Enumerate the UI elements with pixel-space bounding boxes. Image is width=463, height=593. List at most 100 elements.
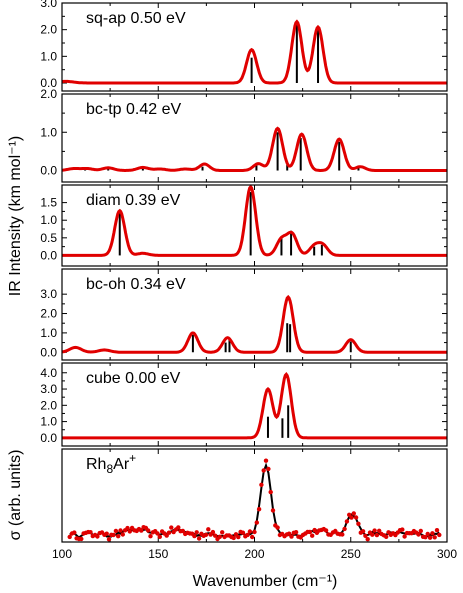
- experiment-point: [67, 534, 72, 540]
- experiment-point: [95, 534, 100, 539]
- panel-5: Rh8Ar+: [61, 448, 448, 543]
- experiment-point: [210, 529, 216, 535]
- panel-frame: [61, 448, 448, 543]
- y-tick-label: 3.0: [40, 0, 57, 10]
- experiment-point: [169, 525, 174, 530]
- experiment-point: [236, 534, 241, 540]
- experiment-point: [176, 525, 181, 530]
- experiment-point: [104, 531, 109, 536]
- experiment-point: [289, 534, 294, 539]
- panel-3: bc-oh 0.34 eV 0.0 1.0 2.0 3.0: [40, 268, 448, 361]
- experiment-point: [194, 530, 199, 535]
- experiment-point: [206, 527, 211, 532]
- experiment-point: [116, 534, 121, 539]
- experiment-point: [360, 529, 366, 534]
- spectrum-curve: [62, 184, 447, 257]
- panel-label: bc-tp 0.42 eV: [86, 101, 182, 118]
- panels-group: sq-ap 0.50 eV 0.0 1.0 2.0 3.0 bc-tp 0.42 eV 0.…: [40, 0, 448, 543]
- experiment-point: [400, 527, 405, 532]
- experiment-point: [263, 458, 269, 463]
- panel-frame: [61, 2, 448, 92]
- experiment-point: [323, 528, 329, 533]
- y-tick-label: 0.0: [40, 248, 57, 262]
- experiment-point: [139, 528, 144, 533]
- experiment-point: [293, 530, 299, 535]
- experiment-point: [310, 533, 315, 538]
- spectrum-curve: [61, 19, 447, 85]
- experiment-point: [148, 534, 153, 539]
- experiment-point: [372, 528, 377, 533]
- experiment-point: [286, 531, 292, 536]
- experiment-point: [113, 528, 119, 534]
- experiment-point: [79, 536, 84, 542]
- panel-frame: [61, 93, 448, 183]
- experiment-point: [166, 530, 172, 535]
- panel-label: diam 0.39 eV: [86, 192, 181, 209]
- experiment-point: [157, 534, 162, 539]
- y-axis-title-calc: IR Intensity (km mol⁻¹): [7, 136, 24, 296]
- experiment-point: [220, 530, 225, 535]
- x-tick-label: 200: [244, 547, 264, 561]
- experiment-point: [72, 530, 77, 535]
- y-tick-label: 1.0: [40, 326, 57, 340]
- experiment-point: [356, 521, 361, 526]
- experiment-point: [430, 531, 435, 536]
- experiment-point: [340, 532, 345, 537]
- experiment-point: [250, 534, 255, 540]
- y-tick-label: 0.0: [40, 431, 57, 445]
- experiment-point: [106, 537, 112, 542]
- experiment-point: [196, 536, 202, 541]
- experiment-point: [231, 535, 236, 541]
- y-tick-label: 0.0: [40, 76, 57, 90]
- x-tick-label: 250: [341, 547, 361, 561]
- panel-frame: [61, 184, 448, 267]
- experiment-point: [418, 528, 423, 534]
- y-tick-label: 3.0: [40, 382, 57, 396]
- experiment-line: [69, 462, 440, 539]
- spectrum-curve: [61, 294, 447, 354]
- experiment-point: [423, 535, 428, 540]
- panel-frame: [61, 362, 448, 447]
- panel-2: diam 0.39 eV 0.0 0.5 1.0 1.5: [40, 184, 448, 267]
- experiment-point: [374, 532, 380, 538]
- y-tick-label: 0.5: [40, 231, 57, 245]
- y-tick-label: 4.0: [40, 366, 57, 380]
- y-tick-label: 0.0: [40, 345, 57, 359]
- y-axis-title-exp: σ (arb. units): [7, 450, 24, 541]
- y-tick-label: 2.0: [40, 87, 57, 101]
- spectrum-curve: [61, 126, 447, 172]
- y-tick-label: 1.0: [40, 125, 57, 139]
- experiment-point: [365, 537, 370, 542]
- x-tick-label: 150: [148, 547, 168, 561]
- experiment-point: [203, 532, 209, 537]
- panel-4: cube 0.00 eV 0.0 1.0 2.0 3.0 4.0: [40, 362, 448, 447]
- experiment-point: [217, 534, 222, 539]
- experiment-point: [155, 531, 160, 536]
- experiment-point: [252, 529, 257, 535]
- y-tick-label: 1.0: [40, 213, 57, 227]
- experiment-point: [118, 528, 123, 533]
- experiment-point: [377, 528, 382, 533]
- experiment-point: [192, 533, 197, 539]
- experiment-point: [254, 520, 259, 525]
- panel-label: cube 0.00 eV: [86, 370, 181, 387]
- experiment-point: [146, 528, 151, 533]
- panel-frame: [61, 268, 448, 361]
- experiment-point: [120, 532, 126, 537]
- experiment-point: [261, 468, 266, 473]
- experiment-point: [363, 533, 368, 538]
- label-subscript: 8: [106, 462, 113, 476]
- y-tick-label: 1.0: [40, 49, 57, 63]
- experiment-point: [259, 482, 264, 487]
- experiment-point: [270, 508, 276, 513]
- panel-1: bc-tp 0.42 eV 0.0 1.0 2.0: [40, 87, 448, 183]
- y-tick-label: 3.0: [40, 287, 57, 301]
- experiment-point: [402, 534, 407, 539]
- experiment-point: [344, 519, 350, 524]
- y-tick-label: 1.5: [40, 196, 57, 210]
- x-tick-label: 300: [437, 547, 457, 561]
- experiment-point: [111, 532, 116, 538]
- experiment-point: [432, 535, 437, 540]
- panel-0: sq-ap 0.50 eV 0.0 1.0 2.0 3.0: [40, 0, 448, 92]
